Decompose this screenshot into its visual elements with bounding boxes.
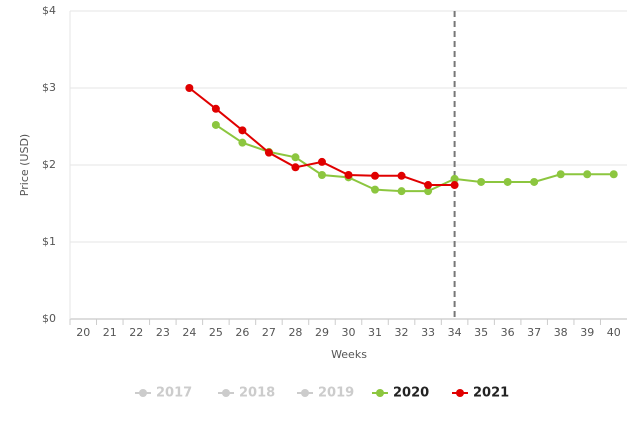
- data-point: [238, 126, 247, 135]
- data-point: [317, 171, 326, 180]
- x-tick-label: 39: [580, 326, 594, 339]
- x-tick-label: 26: [235, 326, 249, 339]
- data-point: [344, 171, 353, 180]
- data-point: [424, 181, 433, 190]
- x-tick-label: 22: [129, 326, 143, 339]
- data-point: [583, 170, 592, 179]
- x-axis-label: Weeks: [331, 348, 367, 361]
- x-tick-label: 25: [209, 326, 223, 339]
- data-point: [530, 177, 539, 186]
- data-point: [477, 177, 486, 186]
- data-point: [397, 171, 406, 180]
- y-tick-label: $0: [42, 312, 56, 325]
- data-point: [450, 174, 459, 183]
- x-tick-label: 36: [501, 326, 515, 339]
- data-point: [185, 84, 194, 92]
- series-line: [188, 87, 455, 187]
- legend-label[interactable]: 2019: [318, 386, 354, 401]
- data-point: [371, 171, 380, 180]
- series-line: [215, 124, 614, 193]
- x-tick-label: 20: [76, 326, 90, 339]
- data-point: [556, 170, 565, 179]
- x-tick-label: 30: [342, 326, 356, 339]
- data-point: [317, 157, 326, 166]
- data-point: [424, 187, 433, 196]
- legend-symbol: [139, 389, 147, 397]
- x-tick-label: 27: [262, 326, 276, 339]
- data-point: [503, 177, 512, 186]
- data-point: [371, 185, 380, 194]
- data-point: [238, 138, 247, 147]
- x-tick-label: 28: [288, 326, 302, 339]
- legend-label[interactable]: 2021: [473, 386, 509, 401]
- x-tick-label: 23: [156, 326, 170, 339]
- data-point: [211, 104, 220, 113]
- legend-symbol: [301, 389, 309, 397]
- legend-label[interactable]: 2017: [156, 386, 192, 401]
- x-tick-label: 40: [607, 326, 621, 339]
- data-point: [264, 148, 273, 157]
- data-point: [211, 120, 220, 129]
- x-tick-label: 34: [448, 326, 462, 339]
- legend-symbol: [456, 389, 464, 397]
- y-tick-label: $4: [42, 4, 56, 17]
- legend-symbol: [376, 389, 384, 397]
- legend-label[interactable]: 2018: [239, 386, 275, 401]
- data-point: [609, 170, 618, 179]
- y-axis-label: Price (USD): [18, 134, 31, 196]
- x-tick-label: 35: [474, 326, 488, 339]
- data-point: [397, 187, 406, 196]
- data-point: [450, 181, 459, 190]
- x-tick-label: 21: [103, 326, 117, 339]
- legend-label[interactable]: 2020: [393, 386, 429, 401]
- y-tick-label: $3: [42, 81, 56, 94]
- x-tick-label: 24: [182, 326, 196, 339]
- x-tick-label: 37: [527, 326, 541, 339]
- data-point: [291, 153, 300, 162]
- x-tick-label: 31: [368, 326, 382, 339]
- x-tick-label: 33: [421, 326, 435, 339]
- y-tick-label: $1: [42, 235, 56, 248]
- legend-symbol: [222, 389, 230, 397]
- data-point: [291, 163, 300, 172]
- x-tick-label: 38: [554, 326, 568, 339]
- x-tick-label: 29: [315, 326, 329, 339]
- y-tick-label: $2: [42, 158, 56, 171]
- x-tick-label: 32: [395, 326, 409, 339]
